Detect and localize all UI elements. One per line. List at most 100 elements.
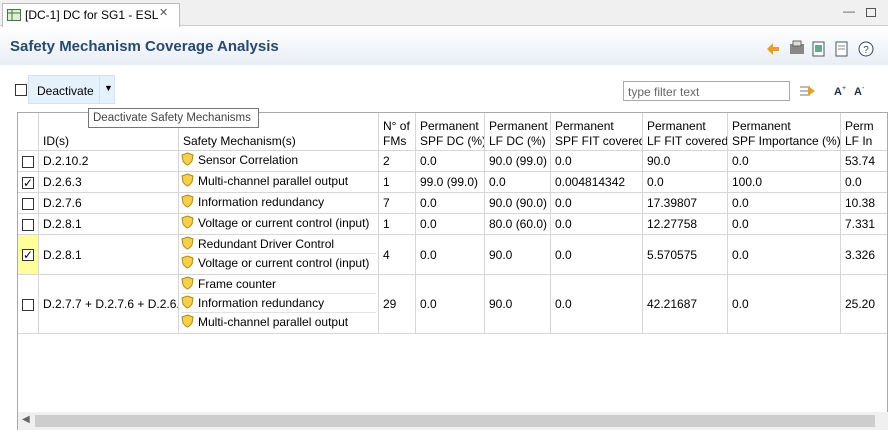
cell-text: 53.74 [845, 151, 888, 172]
header-cell[interactable]: N° ofFMs [379, 113, 416, 151]
minimize[interactable]: — [843, 4, 855, 18]
table-cell: 29 [379, 275, 416, 334]
cell-text: 12.27758 [647, 214, 727, 235]
header-cell[interactable]: PermanentSPF Importance (%) [728, 113, 841, 151]
table-cell: 53.74 [841, 151, 888, 172]
header-text: Permanent [555, 119, 642, 134]
cell-text: 5.570575 [647, 235, 727, 275]
cell-text: 0.0 [420, 214, 484, 235]
tooltip-text: Deactivate Safety Mechanisms [93, 112, 251, 124]
filter-icons[interactable]: A+ A- [798, 82, 868, 100]
mechanism-item: Information redundancy [181, 294, 376, 313]
tab[interactable]: [DC-1] DC for SG1 - ESL ✕ [2, 3, 180, 27]
header-text: SPF DC (%) [420, 134, 484, 149]
mechanism-item: Voltage or current control (input) [181, 254, 376, 273]
header-cell[interactable]: PermLF In [841, 113, 888, 151]
header-text: LF FIT covered [647, 134, 727, 149]
cell-text: 0.0 [732, 193, 840, 214]
cell-text: 0.004814342 [555, 172, 642, 193]
svg-text:-: - [862, 85, 865, 92]
shield-icon [181, 295, 194, 309]
svg-text:+: + [842, 85, 846, 92]
maximize[interactable] [866, 8, 876, 17]
table-cell: 90.0 [485, 275, 551, 334]
header-text: LF In [845, 134, 888, 149]
cell-text: 29 [383, 275, 415, 334]
cell-text: 0.0 [555, 214, 642, 235]
cell-text: 25.20 [845, 275, 888, 334]
row-checkbox[interactable]: ✓ [22, 249, 34, 261]
cell-text: 10.38 [845, 193, 888, 214]
mechanism-name: Multi-channel parallel output [198, 315, 348, 329]
header-cell[interactable]: PermanentLF FIT covered [643, 113, 728, 151]
table-cell: 1 [379, 172, 416, 193]
table-cell: 1 [379, 214, 416, 235]
check-cell: ✓ [18, 235, 39, 275]
table-cell: 7 [379, 193, 416, 214]
row-checkbox[interactable] [22, 156, 34, 168]
scroll-thumb[interactable] [35, 415, 875, 427]
cell-text: 90.0 [489, 275, 550, 334]
cell-text: 42.21687 [647, 275, 727, 334]
check-cell [18, 151, 39, 172]
shield-icon [181, 255, 194, 269]
cell-text: D.2.7.7 + D.2.7.6 + D.2.6.3 [43, 275, 178, 334]
row-checkbox[interactable] [22, 198, 34, 210]
row-checkbox[interactable] [22, 219, 34, 231]
mechanism-name: Voltage or current control (input) [198, 216, 369, 230]
mechanism-item: Multi-channel parallel output [181, 313, 376, 332]
cell-text: 90.0 (99.0) [489, 151, 550, 172]
header-cell[interactable]: PermanentSPF DC (%) [416, 113, 485, 151]
table-cell: D.2.6.3 [39, 172, 179, 193]
header-text: SPF FIT covered [555, 134, 642, 149]
filter-input[interactable]: type filter text [623, 81, 790, 101]
scroll-left[interactable]: ◀ [22, 414, 30, 425]
table-cell: 90.0 [485, 235, 551, 275]
cell-text: 0.0 [420, 275, 484, 334]
cell-text: 17.39807 [647, 193, 727, 214]
deactivate-button[interactable]: Deactivate ▼ [28, 75, 115, 104]
header-cell[interactable]: PermanentSPF FIT covered [551, 113, 643, 151]
row-checkbox[interactable] [22, 299, 34, 311]
cell-text: 3.326 [845, 235, 888, 275]
dropdown-arrow[interactable]: ▼ [104, 83, 113, 93]
cell-text: 90.0 [647, 151, 727, 172]
header-text: SPF Importance (%) [732, 134, 840, 149]
cell-text: 0.0 [647, 172, 727, 193]
table-cell: 90.0 (99.0) [485, 151, 551, 172]
table-cell: 0.0 [416, 193, 485, 214]
select-all-checkbox[interactable] [15, 84, 27, 96]
table-cell: D.2.7.7 + D.2.7.6 + D.2.6.3 [39, 275, 179, 334]
table-cell: 0.0 [728, 151, 841, 172]
cell-text: 0.0 [420, 235, 484, 275]
table-cell: 12.27758 [643, 214, 728, 235]
header-icons[interactable]: ? [764, 40, 880, 58]
cell-text: 0.0 [732, 275, 840, 334]
table-cell: 90.0 (90.0) [485, 193, 551, 214]
svg-text:?: ? [863, 45, 869, 56]
cell-text: 90.0 (90.0) [489, 193, 550, 214]
h-scrollbar[interactable]: ◀ [18, 412, 888, 430]
cell-text: D.2.8.1 [43, 235, 178, 275]
tab-close[interactable]: ✕ [159, 6, 168, 19]
table-cell: 0.0 [416, 275, 485, 334]
table-cell: 17.39807 [643, 193, 728, 214]
tooltip: Deactivate Safety Mechanisms [88, 108, 259, 128]
row-checkbox[interactable]: ✓ [22, 177, 34, 189]
header-text: Permanent [732, 119, 840, 134]
svg-text:A: A [854, 86, 862, 98]
cell-text: D.2.6.3 [43, 172, 178, 193]
cell-text: 4 [383, 235, 415, 275]
shield-icon [181, 276, 194, 290]
mechanism-name: Frame counter [198, 277, 276, 291]
mechanism-item: Redundant Driver Control [181, 235, 376, 254]
shield-icon [181, 314, 194, 328]
table-cell: 25.20 [841, 275, 888, 334]
cell-text: 0.0 [489, 172, 550, 193]
table-cell: 0.0 [728, 193, 841, 214]
header-cell[interactable]: PermanentLF DC (%) [485, 113, 551, 151]
mechanism-item: Information redundancy [181, 193, 376, 212]
table-cell: 7.331 [841, 214, 888, 235]
table-cell: 0.0 [728, 235, 841, 275]
